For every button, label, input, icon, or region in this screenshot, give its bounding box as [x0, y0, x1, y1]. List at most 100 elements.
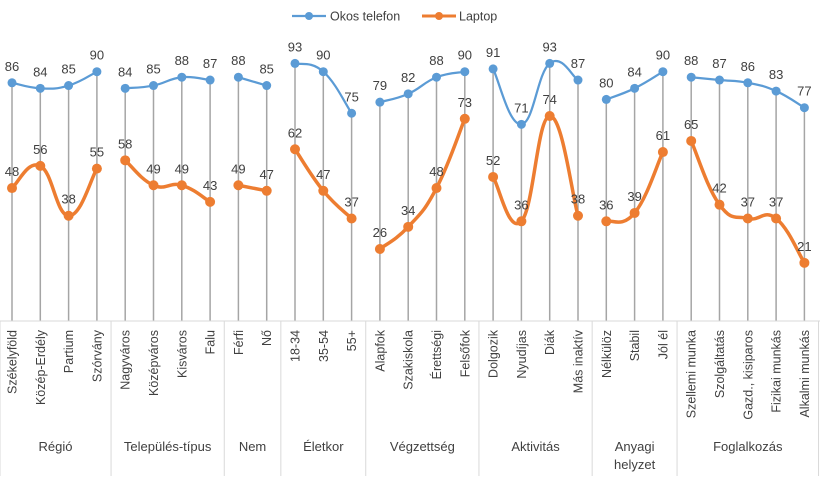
data-label-okos-telefon: 86: [5, 59, 19, 74]
data-point-okos-telefon: [403, 89, 413, 99]
category-label: Nő: [260, 330, 274, 346]
data-label-laptop: 48: [5, 164, 19, 179]
data-label-okos-telefon: 87: [203, 56, 217, 71]
legend: Okos telefon Laptop: [292, 10, 497, 24]
data-point-okos-telefon: [64, 81, 74, 91]
category-axis: [0, 320, 820, 476]
series-layer: [7, 58, 810, 268]
category-label: Közép-Erdély: [34, 329, 48, 405]
data-label-okos-telefon: 84: [33, 64, 47, 79]
group-label: Régió: [39, 439, 73, 454]
data-point-okos-telefon: [290, 58, 300, 68]
category-label: Fizikai munkás: [770, 330, 784, 413]
legend-item-laptop: Laptop: [422, 10, 497, 24]
legend-marker-icon: [435, 12, 443, 20]
data-label-okos-telefon: 87: [712, 56, 726, 71]
series-line-laptop: [123, 158, 212, 204]
data-label-okos-telefon: 88: [429, 53, 443, 68]
data-label-okos-telefon: 85: [259, 62, 273, 77]
data-point-laptop: [488, 171, 499, 182]
data-point-okos-telefon: [347, 108, 357, 118]
data-label-okos-telefon: 77: [797, 84, 811, 99]
category-label: Nyudíjas: [515, 330, 529, 379]
data-label-okos-telefon: 93: [288, 39, 302, 54]
category-label: Felsőfok: [458, 329, 472, 377]
data-point-okos-telefon: [573, 75, 583, 85]
data-label-laptop: 38: [571, 192, 585, 207]
data-labels: 86 84 85 90 84 85 88 87 88 85 93 90 75 79 82 88 90 91 71 93…: [5, 39, 812, 253]
data-point-okos-telefon: [771, 86, 781, 96]
data-label-laptop: 36: [599, 197, 613, 212]
drop-lines: [11, 63, 806, 321]
data-label-laptop: 37: [769, 195, 783, 210]
data-point-laptop: [63, 210, 74, 221]
data-point-okos-telefon: [601, 94, 611, 104]
category-label: Középváros: [147, 330, 161, 396]
series-line-okos-telefon: [10, 70, 99, 90]
data-label-okos-telefon: 93: [542, 39, 556, 54]
data-point-okos-telefon: [35, 83, 45, 93]
data-label-okos-telefon: 90: [316, 48, 330, 63]
data-label-okos-telefon: 91: [486, 45, 500, 60]
data-point-okos-telefon: [120, 83, 130, 93]
data-point-okos-telefon: [7, 78, 17, 88]
data-label-okos-telefon: 85: [146, 62, 160, 77]
data-point-laptop: [91, 163, 102, 174]
data-point-laptop: [771, 213, 782, 224]
series-line-laptop: [10, 163, 99, 218]
data-point-laptop: [742, 213, 753, 224]
data-label-okos-telefon: 83: [769, 67, 783, 82]
series-laptop: [7, 111, 810, 268]
data-label-laptop: 73: [458, 95, 472, 110]
data-label-laptop: 47: [316, 167, 330, 182]
data-label-laptop: 56: [33, 142, 47, 157]
data-point-laptop: [233, 180, 244, 191]
category-label: Nélkülöz: [600, 330, 614, 378]
category-label: Jól él: [656, 330, 670, 359]
group-label: Település-típus: [124, 439, 212, 454]
legend-label: Okos telefon: [330, 10, 400, 24]
data-label-laptop: 21: [797, 239, 811, 254]
category-label: Érettségi: [429, 330, 444, 379]
data-label-okos-telefon: 86: [741, 59, 755, 74]
data-label-okos-telefon: 80: [599, 75, 613, 90]
data-point-laptop: [799, 257, 810, 268]
data-point-okos-telefon: [262, 81, 272, 91]
category-label: Szórvány: [90, 329, 104, 382]
data-point-okos-telefon: [658, 67, 668, 77]
series-line-laptop: [378, 117, 467, 251]
series-line-okos-telefon: [124, 75, 212, 90]
data-point-okos-telefon: [375, 97, 385, 107]
data-point-okos-telefon: [488, 64, 498, 74]
data-point-okos-telefon: [686, 72, 696, 82]
group-label: Foglalkozás: [713, 439, 783, 454]
data-label-laptop: 52: [486, 153, 500, 168]
data-label-okos-telefon: 88: [684, 53, 698, 68]
data-label-okos-telefon: 84: [118, 64, 132, 79]
data-label-laptop: 61: [656, 128, 670, 143]
data-point-laptop: [573, 210, 583, 221]
data-point-okos-telefon: [799, 103, 809, 113]
series-line-okos-telefon: [378, 70, 466, 104]
category-label: 18-34: [289, 330, 303, 362]
group-label: Végzettség: [390, 439, 455, 454]
category-label: Falu: [204, 330, 218, 354]
group-label: Aktivitás: [511, 439, 560, 454]
data-label-okos-telefon: 90: [656, 48, 670, 63]
data-label-laptop: 36: [514, 197, 528, 212]
data-point-laptop: [120, 155, 131, 166]
legend-marker-icon: [305, 12, 313, 20]
category-label: Stabil: [628, 330, 642, 361]
category-label: Dolgozik: [487, 329, 501, 378]
data-label-laptop: 49: [231, 161, 245, 176]
data-point-laptop: [714, 199, 725, 210]
data-label-okos-telefon: 90: [90, 48, 104, 63]
data-point-laptop: [176, 180, 187, 191]
data-label-laptop: 74: [542, 92, 556, 107]
category-label: 55+: [345, 330, 359, 351]
series-line-okos-telefon: [491, 60, 580, 126]
category-label: 35-54: [317, 330, 331, 362]
data-label-laptop: 39: [627, 189, 641, 204]
data-label-okos-telefon: 88: [231, 53, 245, 68]
data-label-laptop: 26: [373, 225, 387, 240]
